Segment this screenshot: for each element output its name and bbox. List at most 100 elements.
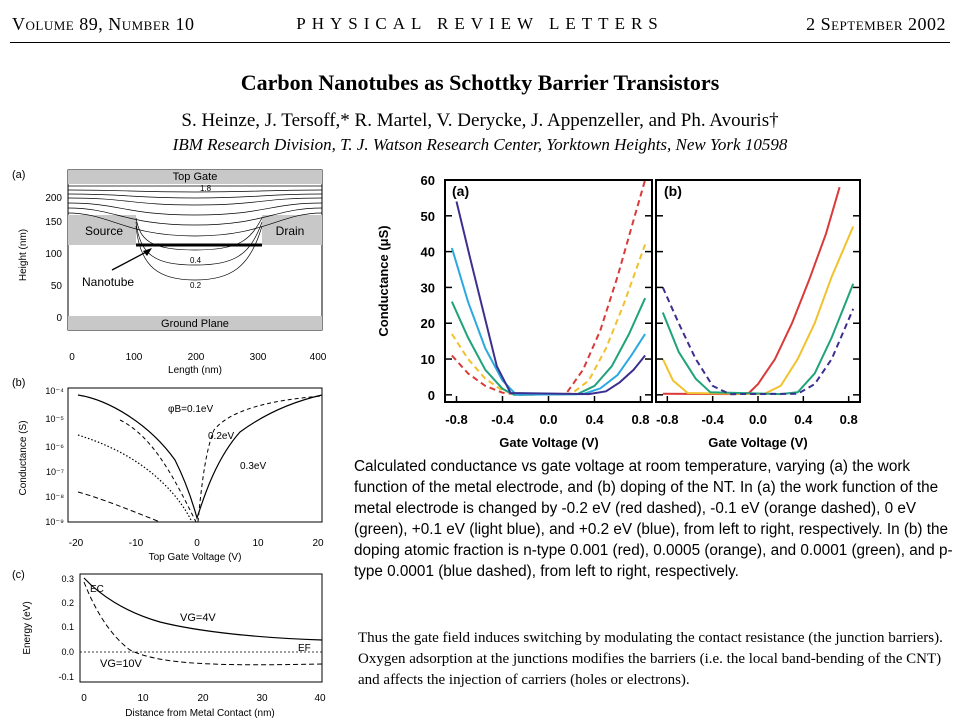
panel-c-ytick: 0.0 (61, 647, 74, 657)
chart-series-b-3 (661, 286, 855, 396)
conductance-chart: Conductance (μS) Gate Voltage (V) Gate V… (376, 173, 861, 450)
chart-series-a-1 (451, 244, 647, 396)
issue-date: 2 September 2002 (806, 14, 946, 34)
chart-series-a-4 (455, 201, 646, 396)
chart-ytick-label: 0 (428, 388, 435, 403)
panel-a-xtick: 300 (250, 352, 267, 363)
panel-b-ytick: 10⁻⁶ (46, 442, 65, 452)
chart-xlabel-b: Gate Voltage (V) (708, 435, 807, 450)
panel-c-ytick: 0.2 (61, 598, 74, 608)
panel-c-ytick: 0.3 (61, 574, 74, 584)
chart-series-b-0 (662, 186, 841, 396)
source-label: Source (85, 224, 123, 238)
chart-series-b-2 (661, 283, 855, 396)
panel-b-frame (67, 387, 323, 523)
panel-b-plot: (b) φB=0.1eV 0.2eV 0.3eV Conductance (S)… (12, 377, 324, 563)
chart-ytick-label: 20 (421, 316, 435, 331)
panel-a-xtick: 400 (310, 352, 327, 363)
panel-c-xtick: 30 (256, 693, 268, 704)
top-gate-label: Top Gate (173, 171, 218, 183)
top-gate-region (68, 170, 322, 184)
panel-b-xtick: 10 (252, 538, 264, 549)
panel-a-xlabel: Length (nm) (168, 365, 222, 376)
drain-label: Drain (276, 224, 305, 238)
potential-contours (67, 185, 323, 281)
drain-electrode (262, 215, 322, 245)
volume-number: Volume 89, Number 10 (12, 14, 195, 34)
article-authors: S. Heinze, J. Tersoff,* R. Martel, V. De… (181, 110, 779, 131)
phi-01-label: φB=0.1eV (168, 404, 213, 415)
ground-plane-label: Ground Plane (161, 318, 229, 330)
panel-c-label: (c) (12, 569, 25, 581)
figure-caption: Calculated conductance vs gate voltage a… (354, 458, 953, 580)
panel-c-plot: (c) EC EF VG=4V VG=10V Energy (eV) Dista… (12, 569, 326, 719)
panel-b-xlabel: Top Gate Voltage (V) (149, 552, 242, 563)
panel-b-xtick: 0 (194, 538, 200, 549)
vg10-label: VG=10V (100, 658, 143, 670)
panel-a-ytick: 150 (45, 217, 62, 228)
chart-series-b-1 (661, 226, 855, 396)
chart-ytick-label: 40 (421, 245, 435, 260)
panel-a-ytick: 50 (51, 281, 63, 292)
ef-label: EF (298, 643, 311, 654)
chart-frame-b (655, 179, 861, 403)
panel-a-label: (a) (12, 169, 25, 181)
chart-xtick-label: -0.4 (701, 412, 724, 427)
chart-panel-b-label: (b) (664, 183, 682, 199)
panel-b-ytick: 10⁻⁴ (45, 386, 64, 396)
panel-b-ytick: 10⁻⁸ (45, 492, 64, 502)
panel-c-xtick: 40 (314, 693, 326, 704)
left-figure: (a) Top Gate Ground Plane Source Drain 1… (12, 169, 327, 719)
chart-ytick-label: 50 (421, 209, 435, 224)
chart-ytick-label: 30 (421, 280, 435, 295)
article-affiliation: IBM Research Division, T. J. Watson Rese… (172, 135, 788, 154)
contour-label-1: 1.8 (200, 184, 212, 193)
curve-0-3ev (77, 394, 323, 521)
source-electrode (68, 215, 136, 245)
panel-c-xlabel: Distance from Metal Contact (nm) (125, 708, 275, 719)
contour-label-2: 0.4 (190, 256, 202, 265)
curve-0-2ev (119, 395, 323, 523)
panel-b-xtick: -20 (69, 538, 84, 549)
header-rule (10, 42, 950, 43)
article-title: Carbon Nanotubes as Schottky Barrier Tra… (240, 70, 720, 95)
chart-ylabel: Conductance (μS) (376, 225, 391, 336)
curve-extra (77, 491, 161, 523)
chart-xtick-label: 0.0 (749, 412, 767, 427)
curve-vg4 (83, 577, 323, 641)
contour-label-3: 0.2 (190, 281, 202, 290)
panel-a-xtick: 200 (188, 352, 205, 363)
phi-02-label: 0.2eV (208, 431, 234, 442)
panel-b-ytick: 10⁻⁹ (45, 517, 64, 527)
phi-03-label: 0.3eV (240, 461, 266, 472)
panel-b-ytick: 10⁻⁷ (46, 467, 64, 477)
chart-xtick-label: 0.0 (539, 412, 557, 427)
chart-xtick-label: -0.8 (656, 412, 678, 427)
panel-a-xtick: 100 (126, 352, 143, 363)
chart-xtick-label: 0.8 (840, 412, 858, 427)
chart-xtick-label: 0.8 (631, 412, 649, 427)
journal-name: PHYSICAL REVIEW LETTERS (296, 14, 664, 33)
panel-b-label: (b) (12, 377, 25, 389)
chart-series-a-2 (450, 297, 647, 396)
nanotube-arrow (111, 249, 151, 271)
panel-c-xtick: 20 (197, 693, 209, 704)
chart-xtick-label: -0.4 (491, 412, 514, 427)
nanotube-arrowhead (143, 248, 152, 256)
chart-xlabel-a: Gate Voltage (V) (499, 435, 598, 450)
panel-c-xtick: 10 (137, 693, 149, 704)
panel-a-ylabel: Height (nm) (18, 229, 29, 281)
panel-a-xtick: 0 (69, 352, 75, 363)
chart-ytick-label: 60 (421, 173, 435, 188)
panel-c-ylabel: Energy (eV) (22, 601, 33, 654)
panel-a-ytick: 200 (45, 193, 62, 204)
chart-xtick-label: 0.4 (794, 412, 813, 427)
panel-c-xtick: 0 (81, 693, 87, 704)
panel-c-frame (79, 573, 323, 683)
panel-a-device: (a) Top Gate Ground Plane Source Drain 1… (12, 169, 327, 376)
panel-c-ytick: -0.1 (58, 672, 74, 682)
ground-plane-region (68, 316, 322, 330)
panel-b-ytick: 10⁻⁵ (46, 414, 65, 424)
panel-b-ylabel: Conductance (S) (18, 420, 29, 495)
ec-label: EC (90, 584, 104, 595)
